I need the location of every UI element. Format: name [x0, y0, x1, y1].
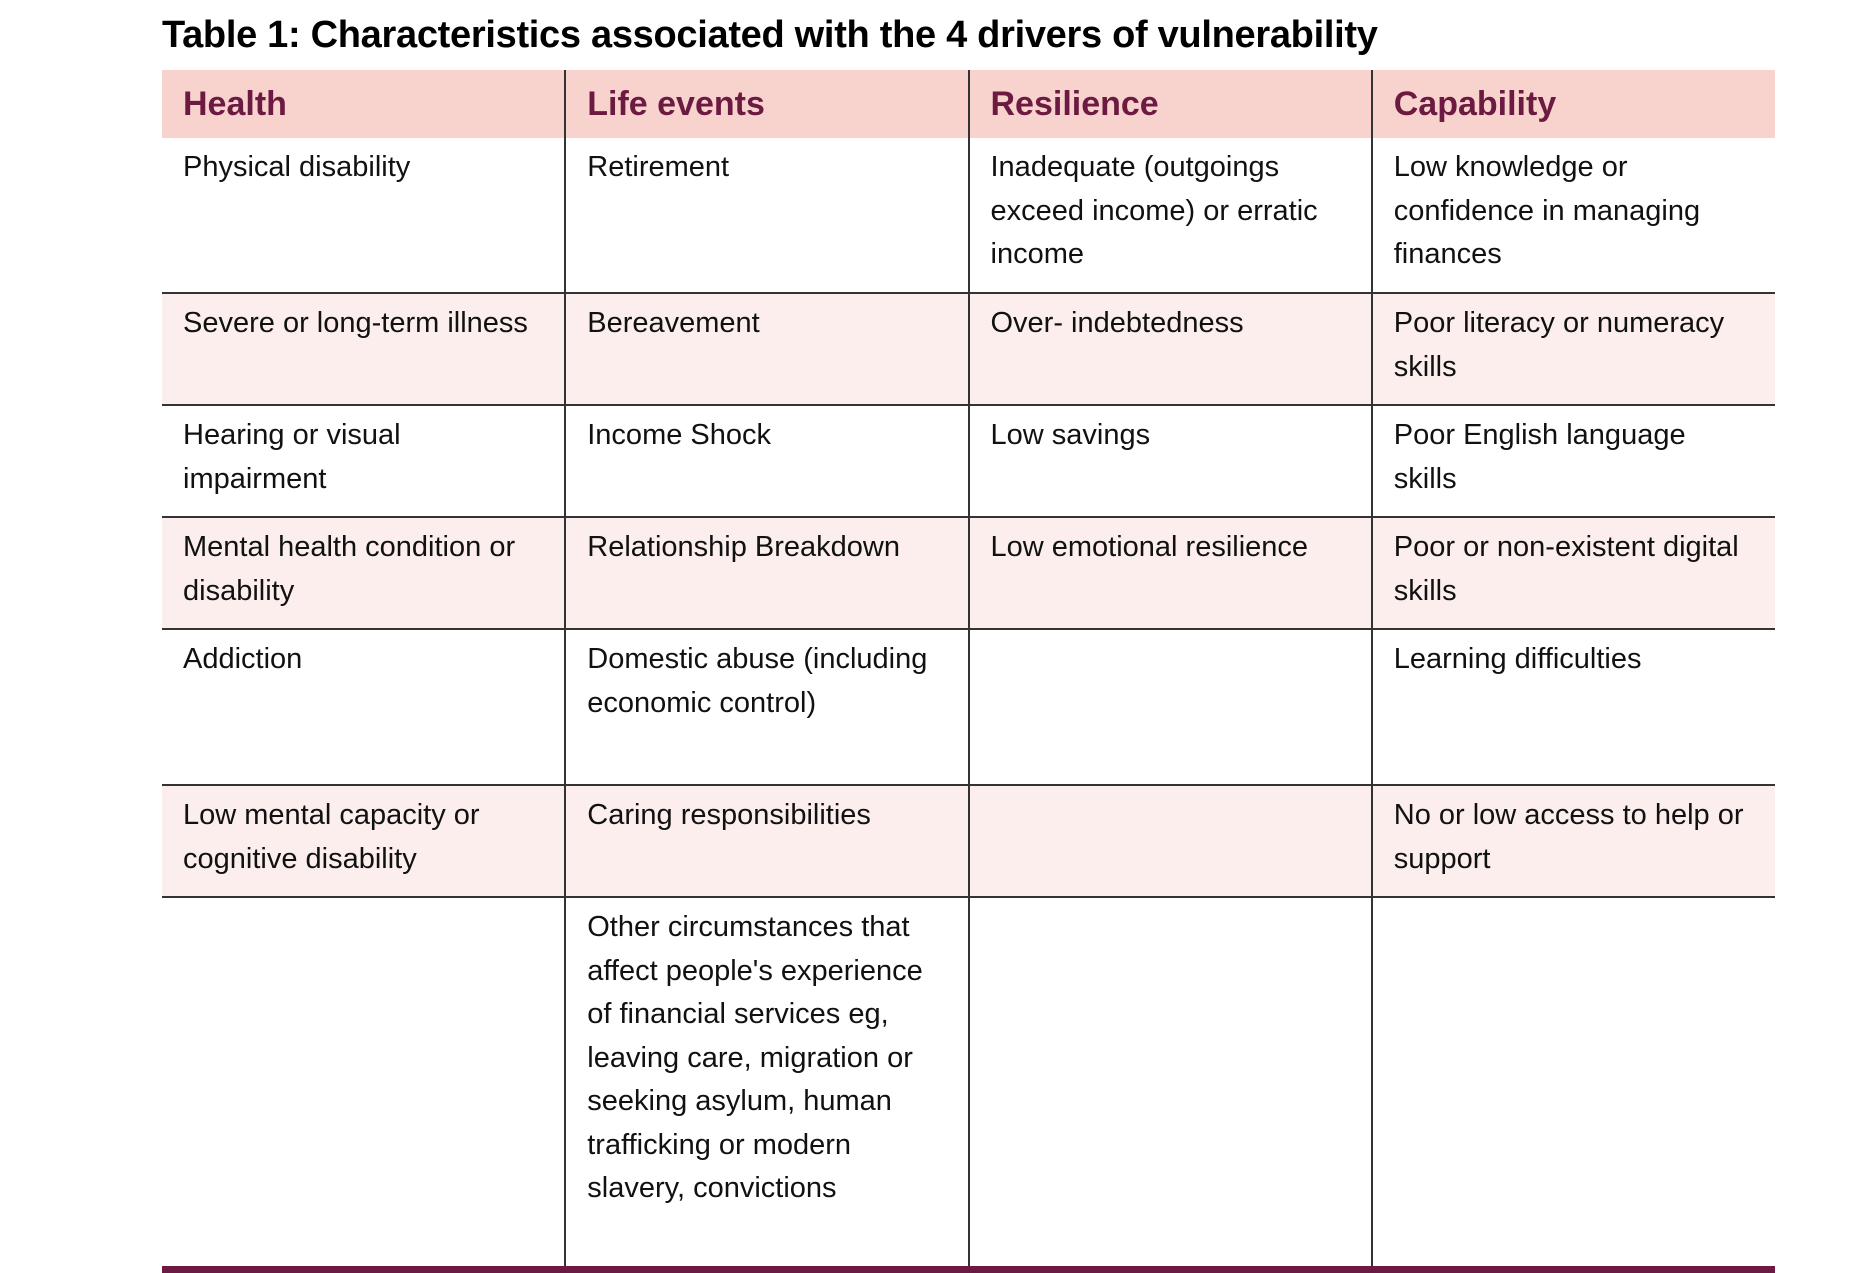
cell-health: Mental health condition or disability [162, 516, 566, 629]
cell-health: Low mental capacity or cognitive disabil… [162, 784, 566, 897]
header-health: Health [162, 70, 566, 138]
cell-resilience [967, 896, 1372, 1273]
cell-capability: Poor English language skills [1370, 404, 1775, 517]
vulnerability-drivers-table: Health Life events Resilience Capability… [162, 70, 1775, 1273]
cell-health [162, 896, 566, 1273]
table-row: Low mental capacity or cognitive disabil… [162, 784, 1775, 897]
table-title: Table 1: Characteristics associated with… [162, 14, 1378, 56]
table-row: Mental health condition or disability Rel… [162, 516, 1775, 629]
cell-capability: Learning difficulties [1370, 628, 1775, 785]
cell-life-events: Relationship Breakdown [564, 516, 969, 629]
cell-health: Hearing or visual impairment [162, 404, 566, 517]
cell-resilience: Inadequate (outgoings exceed income) or … [967, 138, 1372, 293]
header-capability: Capability [1370, 70, 1775, 138]
cell-resilience: Low emotional resilience [967, 516, 1372, 629]
table-row: Physical disability Retirement Inadequate … [162, 138, 1775, 293]
cell-resilience: Over- indebtedness [967, 292, 1372, 405]
table-row: Severe or long-term illness Bereavement Ov… [162, 292, 1775, 405]
cell-resilience: Low savings [967, 404, 1372, 517]
header-life-events: Life events [564, 70, 969, 138]
cell-life-events: Domestic abuse (including economic contr… [564, 628, 969, 785]
cell-resilience [967, 628, 1372, 785]
cell-life-events: Retirement [564, 138, 969, 293]
table-row: Hearing or visual impairment Income Shock… [162, 404, 1775, 517]
header-row: Health Life events Resilience Capability [162, 70, 1775, 138]
table-row: Addiction Domestic abuse (including econo… [162, 628, 1775, 785]
cell-life-events: Income Shock [564, 404, 969, 517]
cell-capability: Low knowledge or confidence in managing … [1370, 138, 1775, 293]
cell-health: Addiction [162, 628, 566, 785]
cell-capability: No or low access to help or support [1370, 784, 1775, 897]
table-row: Other circumstances that affect people's… [162, 896, 1775, 1273]
cell-resilience [967, 784, 1372, 897]
cell-capability [1370, 896, 1775, 1273]
cell-health: Severe or long-term illness [162, 292, 566, 405]
cell-health: Physical disability [183, 151, 411, 183]
cell-life-events: Bereavement [564, 292, 969, 405]
cell-life-events: Caring responsibilities [564, 784, 969, 897]
header-resilience: Resilience [967, 70, 1372, 138]
cell-capability: Poor or non-existent digital skills [1370, 516, 1775, 629]
cell-capability: Poor literacy or numeracy skills [1370, 292, 1775, 405]
cell-life-events: Other circumstances that affect people's… [564, 896, 969, 1273]
